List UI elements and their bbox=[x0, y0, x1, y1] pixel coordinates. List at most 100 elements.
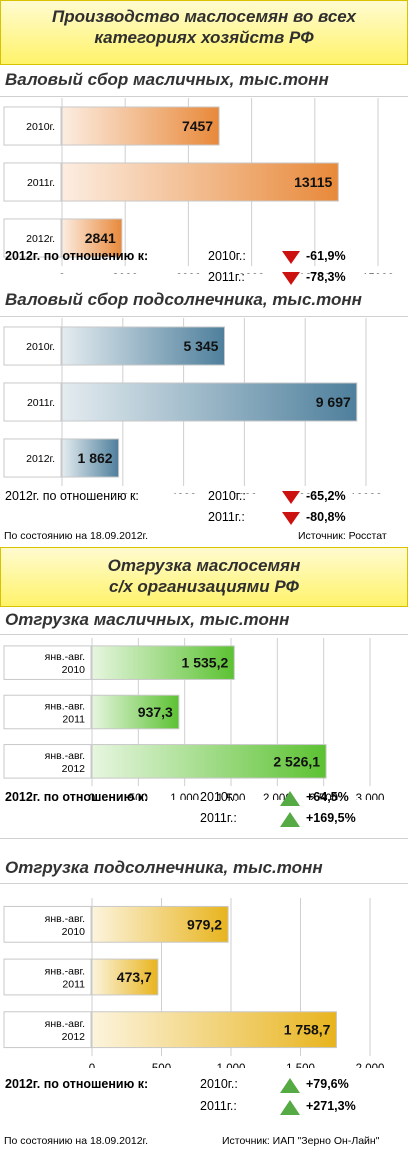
comparison-year: 2010г.: bbox=[200, 790, 238, 804]
category-label: 2011г. bbox=[27, 177, 55, 189]
x-tick-label: 12000 bbox=[299, 273, 331, 274]
banner-line: Производство маслосемян во всех bbox=[52, 7, 356, 26]
chart-panel-sunflower-harvest: Валовый сбор подсолнечника, тыс.тонн 0 20… bbox=[0, 290, 408, 494]
category-label-box bbox=[3, 218, 62, 258]
category-label: янв.-авг. bbox=[45, 750, 85, 762]
category-label-box bbox=[3, 382, 62, 422]
x-tick-label: 1 500 bbox=[217, 793, 246, 800]
banner-line: с/х организациями РФ bbox=[109, 577, 299, 596]
category-label-box bbox=[3, 326, 62, 366]
chart-title: Валовый сбор подсолнечника, тыс.тонн bbox=[5, 290, 362, 309]
bar bbox=[91, 1011, 337, 1049]
bar-value-label: 5 345 bbox=[183, 338, 218, 354]
comparison-year: 2010г.: bbox=[200, 1077, 238, 1091]
x-tick-label: 1 000 bbox=[217, 1063, 246, 1068]
x-tick-label: 0 bbox=[59, 273, 65, 274]
divider bbox=[0, 96, 408, 97]
comparison-value: +79,6% bbox=[306, 1077, 349, 1091]
bar bbox=[61, 162, 339, 202]
category-label: янв.-авг. bbox=[45, 1018, 85, 1030]
category-label: 2011г. bbox=[27, 397, 55, 409]
category-label: 2010г. bbox=[26, 121, 55, 133]
x-tick-label: 4000 bbox=[171, 493, 197, 494]
comparison-value: -65,2% bbox=[306, 489, 346, 503]
bar-value-label: 1 862 bbox=[78, 450, 113, 466]
comparison-year: 2010г.: bbox=[208, 489, 246, 503]
bar bbox=[61, 106, 220, 146]
category-label-box bbox=[3, 106, 62, 146]
comparison-value: +271,3% bbox=[306, 1099, 356, 1113]
divider bbox=[0, 316, 408, 317]
bar bbox=[91, 958, 159, 996]
bar-value-label: 979,2 bbox=[187, 916, 222, 932]
comparison-value: -78,3% bbox=[306, 270, 346, 284]
x-tick-label: 1 500 bbox=[286, 1063, 315, 1068]
up-arrow-icon bbox=[280, 812, 300, 827]
x-tick-label: 2 000 bbox=[356, 1063, 385, 1068]
category-label: 2010г. bbox=[26, 341, 55, 353]
comparison-value: -80,8% bbox=[306, 510, 346, 524]
bar-value-label: 937,3 bbox=[138, 704, 173, 720]
comparison-value: -61,9% bbox=[306, 249, 346, 263]
bar-value-label: 1 535,2 bbox=[182, 655, 229, 671]
category-label: янв.-авг. bbox=[45, 913, 85, 925]
section-banner-shipments: Отгрузка маслосемян с/х организациями РФ bbox=[0, 547, 408, 607]
chart-title: Отгрузка подсолнечника, тыс.тонн bbox=[5, 858, 323, 877]
category-label: 2010 bbox=[62, 664, 86, 676]
divider bbox=[0, 838, 408, 839]
banner-line: Отгрузка маслосемян bbox=[107, 556, 301, 575]
bar bbox=[61, 218, 123, 258]
category-label: 2012г. bbox=[26, 233, 55, 245]
comparison-label: 2012г. по отношению к: bbox=[5, 1077, 149, 1091]
comparison-year: 2010г.: bbox=[208, 249, 246, 263]
category-label-box bbox=[3, 645, 92, 680]
comparison-label: 2012г. по отношению к: bbox=[5, 249, 149, 263]
category-label: янв.-авг. bbox=[45, 651, 85, 663]
chart-panel-sunflower-shipment: Отгрузка подсолнечника, тыс.тонн 0 500 1 0… bbox=[0, 858, 408, 1068]
category-label: янв.-авг. bbox=[45, 966, 85, 978]
up-arrow-icon bbox=[280, 791, 300, 806]
bar-value-label: 7457 bbox=[182, 118, 213, 134]
x-tick-label: 500 bbox=[152, 1063, 171, 1068]
comparison-year: 2011г.: bbox=[200, 811, 237, 825]
chart-title: Валовый сбор масличных, тыс.тонн bbox=[5, 70, 329, 89]
x-tick-label: 15000 bbox=[362, 273, 394, 274]
footnote-source: Источник: Росстат bbox=[298, 530, 387, 542]
down-arrow-icon bbox=[282, 272, 300, 285]
chart-panel-oilseeds-shipment: Отгрузка масличных, тыс.тонн 0 500 1 000 1 … bbox=[0, 610, 408, 800]
down-arrow-icon bbox=[282, 491, 300, 504]
x-tick-label: 0 bbox=[89, 793, 95, 800]
down-arrow-icon bbox=[282, 251, 300, 264]
category-label: 2012 bbox=[62, 1031, 86, 1043]
category-label: 2012 bbox=[62, 763, 86, 775]
category-label: 2010 bbox=[62, 926, 86, 938]
x-tick-label: 0 bbox=[89, 1063, 95, 1068]
chart-title: Отгрузка масличных, тыс.тонн bbox=[5, 610, 290, 629]
comparison-label: 2012г. по отношению к: bbox=[5, 489, 139, 503]
bar bbox=[61, 438, 120, 478]
category-label-box bbox=[3, 1011, 92, 1049]
bar-value-label: 9 697 bbox=[316, 394, 351, 410]
category-label-box bbox=[3, 694, 92, 730]
bar bbox=[91, 905, 229, 943]
down-arrow-icon bbox=[282, 512, 300, 525]
bar-value-label: 13115 bbox=[294, 174, 332, 190]
banner-line: категориях хозяйств РФ bbox=[94, 28, 314, 47]
x-tick-label: 500 bbox=[129, 793, 148, 800]
bar bbox=[91, 744, 327, 779]
footnote-date: По состоянию на 18.09.2012г. bbox=[4, 1135, 149, 1147]
x-tick-label: 2 500 bbox=[309, 793, 338, 800]
bar-value-label: 1 758,7 bbox=[284, 1022, 331, 1038]
x-tick-label: 0 bbox=[59, 493, 65, 494]
category-label: 2012г. bbox=[26, 453, 55, 465]
up-arrow-icon bbox=[280, 1078, 300, 1093]
category-label-box bbox=[3, 905, 92, 943]
category-label: 2011 bbox=[62, 979, 85, 991]
bar-value-label: 473,7 bbox=[117, 969, 152, 985]
x-tick-label: 2 000 bbox=[263, 793, 292, 800]
comparison-label: 2012г. по отношению к: bbox=[5, 790, 149, 804]
